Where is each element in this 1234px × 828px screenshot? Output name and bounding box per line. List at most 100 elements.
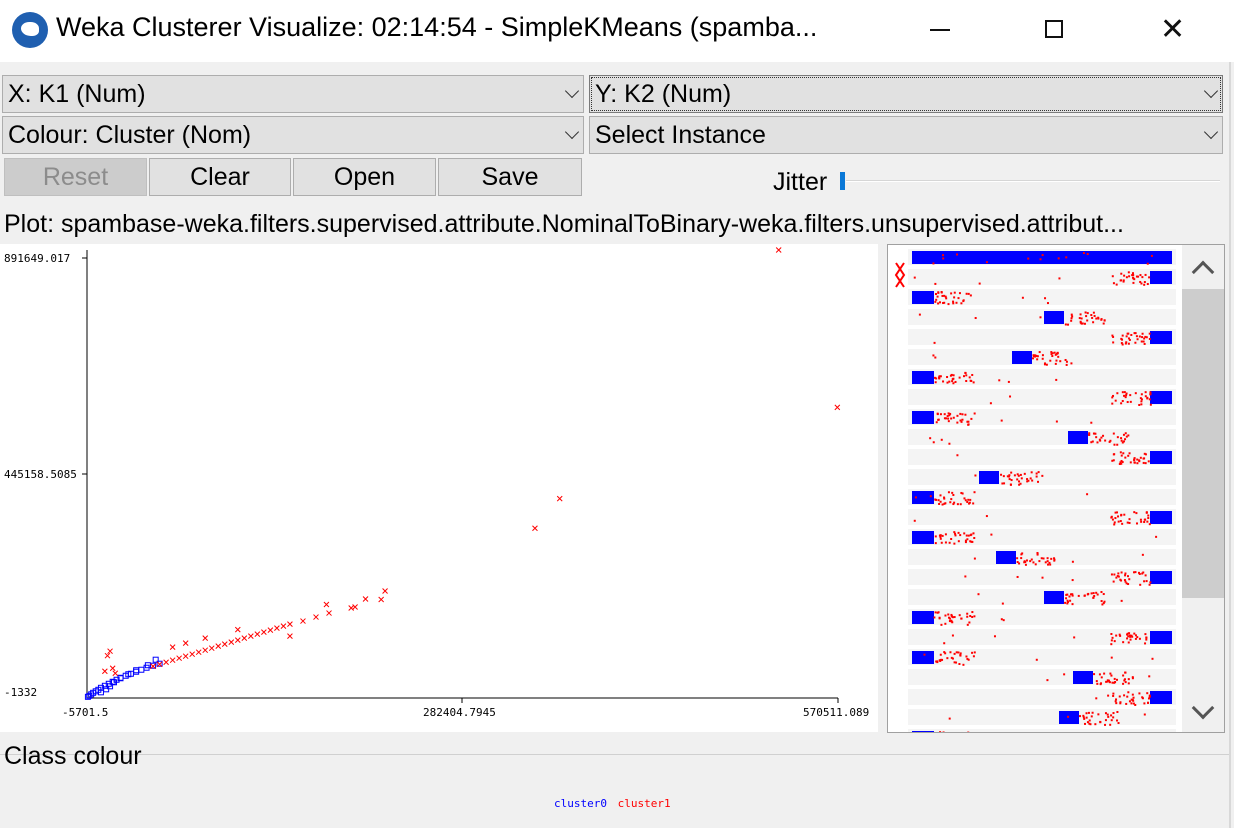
scrollbar-thumb[interactable] bbox=[1182, 289, 1224, 598]
data-point-cluster1[interactable] bbox=[234, 637, 241, 643]
data-point-cluster1[interactable] bbox=[348, 605, 355, 611]
data-point-cluster1[interactable] bbox=[313, 614, 319, 620]
data-point-cluster1[interactable] bbox=[109, 665, 116, 672]
attribute-bar[interactable] bbox=[908, 549, 1176, 565]
data-point-cluster1[interactable] bbox=[169, 644, 176, 651]
x-axis-select[interactable]: X: K1 (Num) bbox=[2, 75, 584, 113]
attribute-bar[interactable] bbox=[908, 529, 1176, 545]
data-point-cluster1[interactable] bbox=[261, 629, 267, 635]
data-point-cluster1[interactable] bbox=[112, 670, 119, 677]
data-point-cluster1[interactable] bbox=[234, 626, 241, 633]
data-point-cluster1[interactable] bbox=[104, 652, 111, 659]
data-point-cluster1[interactable] bbox=[323, 601, 330, 608]
legend-item-cluster1[interactable]: cluster1 bbox=[617, 797, 671, 810]
data-point-cluster1[interactable] bbox=[195, 649, 202, 656]
data-point-cluster0[interactable] bbox=[97, 689, 104, 696]
attribute-bar[interactable] bbox=[908, 669, 1176, 685]
data-point-cluster0[interactable] bbox=[103, 686, 110, 693]
clear-button[interactable]: Clear bbox=[149, 158, 291, 196]
data-point-cluster1[interactable] bbox=[287, 621, 293, 627]
data-point-cluster1[interactable] bbox=[326, 610, 332, 616]
data-point-cluster1[interactable] bbox=[182, 653, 189, 660]
scroll-down-icon[interactable] bbox=[1182, 692, 1224, 732]
attribute-bar[interactable] bbox=[908, 589, 1176, 605]
data-point-cluster0[interactable] bbox=[88, 691, 95, 698]
attribute-bar[interactable] bbox=[908, 509, 1176, 525]
attribute-bar[interactable] bbox=[908, 729, 1176, 732]
attribute-bar[interactable] bbox=[908, 709, 1176, 725]
scatter-plot-canvas[interactable]: 891649.017 445158.5085 -1332 -5701.5 282… bbox=[0, 244, 878, 732]
data-point-cluster1[interactable] bbox=[378, 596, 385, 603]
attribute-bars[interactable] bbox=[888, 245, 1182, 732]
y-axis-select[interactable]: Y: K2 (Num) bbox=[589, 75, 1223, 113]
attribute-bar[interactable] bbox=[908, 269, 1176, 285]
data-point-cluster1[interactable] bbox=[215, 643, 222, 650]
colour-select[interactable]: Colour: Cluster (Nom) bbox=[2, 116, 584, 154]
data-point-cluster1[interactable] bbox=[382, 588, 388, 594]
data-point-cluster1[interactable] bbox=[163, 659, 169, 666]
data-point-cluster1[interactable] bbox=[300, 618, 306, 624]
data-point-cluster1[interactable] bbox=[102, 668, 108, 675]
data-point-cluster1[interactable] bbox=[182, 640, 189, 647]
data-point-cluster1[interactable] bbox=[156, 661, 163, 668]
scroll-up-icon[interactable] bbox=[1182, 247, 1224, 287]
data-point-cluster1[interactable] bbox=[176, 655, 183, 662]
data-point-cluster1[interactable] bbox=[247, 633, 254, 639]
select-instance-select[interactable]: Select Instance bbox=[589, 116, 1223, 154]
data-point-cluster0[interactable] bbox=[107, 683, 114, 690]
data-point-cluster1[interactable] bbox=[208, 645, 215, 652]
data-point-cluster1[interactable] bbox=[287, 633, 293, 639]
data-point-cluster1[interactable] bbox=[274, 625, 280, 631]
minimize-button[interactable] bbox=[910, 8, 970, 52]
data-point-cluster1[interactable] bbox=[267, 627, 274, 633]
data-point-cluster1[interactable] bbox=[834, 404, 841, 411]
maximize-button[interactable] bbox=[1024, 8, 1084, 52]
data-point-cluster1[interactable] bbox=[241, 635, 248, 641]
data-point-cluster1[interactable] bbox=[150, 663, 156, 670]
attribute-bar[interactable] bbox=[908, 609, 1176, 625]
data-point-cluster1[interactable] bbox=[107, 648, 113, 655]
attribute-bar[interactable] bbox=[908, 369, 1176, 385]
legend-item-cluster0[interactable]: cluster0 bbox=[554, 797, 607, 810]
data-point-cluster0[interactable] bbox=[156, 660, 163, 667]
close-button[interactable]: ✕ bbox=[1142, 8, 1202, 52]
attribute-bar[interactable] bbox=[908, 469, 1176, 485]
data-point-cluster0[interactable] bbox=[110, 679, 117, 686]
attribute-bar[interactable] bbox=[908, 289, 1176, 305]
attribute-bar[interactable] bbox=[908, 309, 1176, 325]
jitter-slider-thumb[interactable] bbox=[840, 172, 845, 190]
data-point-cluster1[interactable] bbox=[280, 623, 287, 629]
save-button[interactable]: Save bbox=[438, 158, 582, 196]
data-point-cluster1[interactable] bbox=[532, 525, 538, 532]
data-point-cluster1[interactable] bbox=[202, 635, 209, 641]
data-point-cluster0[interactable] bbox=[133, 667, 140, 674]
data-point-cluster1[interactable] bbox=[228, 639, 235, 645]
data-point-cluster1[interactable] bbox=[254, 631, 261, 637]
data-point-cluster0[interactable] bbox=[144, 662, 151, 669]
data-point-cluster0[interactable] bbox=[125, 671, 132, 678]
data-point-cluster0[interactable] bbox=[117, 675, 124, 682]
attribute-bar[interactable] bbox=[908, 349, 1176, 365]
jitter-slider-track[interactable] bbox=[846, 180, 1220, 182]
data-point-cluster1[interactable] bbox=[169, 657, 176, 664]
attribute-bar[interactable] bbox=[908, 649, 1176, 665]
attribute-bar[interactable] bbox=[908, 389, 1176, 405]
data-point-cluster1[interactable] bbox=[221, 641, 228, 648]
data-point-cluster0[interactable] bbox=[86, 692, 93, 699]
data-point-cluster0[interactable] bbox=[133, 668, 140, 675]
open-button[interactable]: Open bbox=[293, 158, 436, 196]
attribute-bar[interactable] bbox=[908, 429, 1176, 445]
data-point-cluster1[interactable] bbox=[189, 651, 196, 658]
attribute-bar[interactable] bbox=[908, 689, 1176, 705]
data-point-cluster1[interactable] bbox=[362, 596, 369, 602]
data-point-cluster0[interactable] bbox=[152, 656, 159, 663]
scatter-plot[interactable]: 891649.017 445158.5085 -1332 -5701.5 282… bbox=[0, 244, 878, 732]
attribute-bar[interactable] bbox=[908, 449, 1176, 465]
attribute-bar[interactable] bbox=[908, 629, 1176, 645]
data-point-cluster0[interactable] bbox=[138, 666, 145, 673]
data-point-cluster1[interactable] bbox=[556, 495, 563, 502]
data-point-cluster1[interactable] bbox=[775, 247, 782, 253]
attribute-bar[interactable] bbox=[908, 329, 1176, 345]
reset-button[interactable]: Reset bbox=[4, 158, 147, 196]
data-point-cluster1[interactable] bbox=[202, 647, 209, 654]
